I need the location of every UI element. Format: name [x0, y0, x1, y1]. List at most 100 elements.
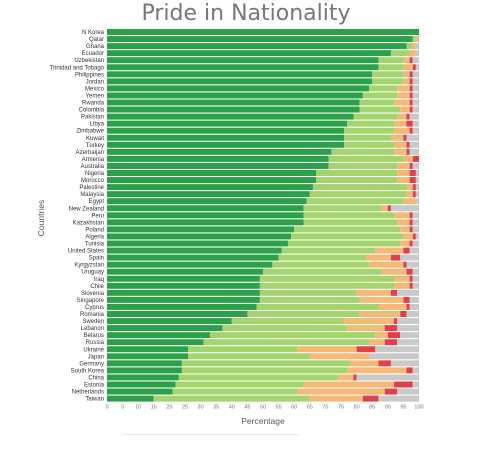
bar-segment [409, 296, 419, 303]
bar-segment [412, 106, 419, 113]
bar-segment [353, 113, 398, 120]
bar-segment [394, 318, 398, 325]
bar-segment [378, 395, 419, 402]
bar-segment [403, 57, 410, 64]
bar-segment [375, 346, 419, 353]
bar-segment [291, 233, 404, 240]
bar-segment [107, 50, 391, 57]
bar-segment [406, 134, 419, 141]
bar-segment [107, 64, 379, 71]
bar-segment [107, 339, 204, 346]
bar-segment [107, 367, 182, 374]
bar-segment [259, 296, 360, 303]
bar-segment [400, 254, 419, 261]
category-label: Zimbabwe [76, 129, 104, 135]
y-axis-title: Countries [36, 200, 46, 236]
bar-segment [107, 191, 310, 198]
category-label: Chile [90, 284, 104, 290]
bar-segment [397, 162, 410, 169]
bar-segment [412, 120, 419, 127]
x-tick-label: 55 [276, 405, 282, 411]
bar-segment [406, 120, 413, 127]
bar-segment [337, 374, 354, 381]
bar-segment [107, 134, 345, 141]
bar-segment [412, 240, 419, 247]
bar-segment [353, 374, 357, 381]
bar-segment [287, 240, 401, 247]
bar-segment [400, 240, 410, 247]
bar-segment [107, 289, 260, 296]
bar-segment [347, 325, 385, 332]
bar-segment [107, 113, 354, 120]
bar-segment [412, 381, 419, 388]
bar-segment [406, 303, 410, 310]
bar-segment [303, 381, 395, 388]
bar-segment [384, 339, 398, 346]
bar-segment [397, 85, 410, 92]
category-label: Kyrgyzstan [74, 263, 104, 269]
category-label: Ukraine [83, 347, 104, 353]
bar-segment [344, 141, 395, 148]
x-axis-title: Percentage [241, 416, 285, 426]
category-label: Germany [79, 361, 104, 367]
category-label: Uruguay [81, 270, 104, 276]
bar-segment [412, 127, 419, 134]
bar-segment [107, 141, 345, 148]
category-label: Cyprus [85, 305, 104, 311]
bar-segment [403, 64, 413, 71]
bar-segment [403, 134, 407, 141]
bar-segment [390, 205, 419, 212]
bar-segment [387, 332, 401, 339]
category-label: Netherlands [72, 390, 104, 396]
bar-segment [107, 325, 223, 332]
bar-segment [107, 43, 407, 50]
bar-segment [356, 374, 419, 381]
x-tick-label: 20 [166, 405, 172, 411]
bar-segment [359, 296, 404, 303]
bar-segment [107, 92, 363, 99]
bar-segment [415, 184, 419, 191]
category-label: Ghana [86, 44, 105, 50]
bar-segment [153, 395, 310, 402]
bar-segment [107, 71, 373, 78]
category-label: Philippines [75, 72, 104, 78]
bar-segment [107, 311, 248, 317]
bar-segment [409, 99, 413, 106]
bar-segment [394, 148, 407, 155]
category-label: Ecuador [82, 51, 104, 57]
bar-segment [278, 254, 366, 261]
category-labels: N KoreaQatarGhanaEcuadorUzbekistanTrinid… [50, 30, 105, 403]
bar-segment [412, 92, 419, 99]
bar-segment [188, 346, 298, 353]
bar-segment [415, 36, 419, 43]
category-label: Singapore [77, 298, 105, 304]
bar-segment [359, 99, 395, 106]
bar-segment [297, 346, 357, 353]
bar-segment [107, 233, 292, 240]
bar-segment [107, 226, 295, 233]
bar-segment [175, 381, 304, 388]
bar-segment [107, 296, 260, 303]
bar-segment [381, 268, 407, 275]
bar-segment [188, 353, 310, 360]
category-label: Estonia [84, 383, 105, 389]
bar-segment [107, 240, 288, 247]
bar-segment [409, 92, 413, 99]
bar-segment [403, 296, 410, 303]
x-tick-label: 15 [151, 405, 157, 411]
bar-segment [412, 184, 416, 191]
bar-segment [375, 247, 404, 254]
category-label: Spain [89, 256, 104, 262]
bar-segment [390, 50, 410, 57]
x-tick-label: 50 [260, 405, 266, 411]
bar-segment [415, 177, 419, 184]
bar-segment [303, 205, 382, 212]
bar-segment [107, 162, 329, 169]
category-label: Peru [91, 213, 104, 219]
bar-segment [406, 184, 413, 191]
x-tick-label: 30 [198, 405, 204, 411]
bar-segment [378, 303, 407, 310]
bar-segment [107, 353, 189, 360]
bar-segment [107, 381, 176, 388]
bar-segment [409, 148, 419, 155]
